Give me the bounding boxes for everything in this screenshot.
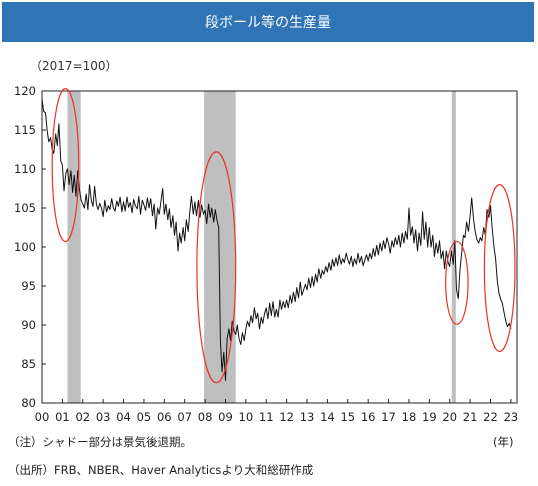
y-tick-label: 85	[21, 357, 36, 371]
x-tick-label: 13	[300, 410, 315, 424]
y-axis-unit: （2017=100）	[30, 59, 118, 73]
x-tick-label: 00	[35, 410, 50, 424]
x-tick-label: 18	[402, 410, 417, 424]
y-tick-label: 100	[14, 240, 36, 254]
highlight-ellipse-1	[51, 88, 80, 243]
recession-band-3	[451, 91, 456, 403]
x-tick-label: 07	[177, 410, 192, 424]
y-axis-ticks: 80 85 90 95 100 105 110 115 120	[14, 84, 46, 410]
y-tick-label: 105	[14, 201, 36, 215]
highlight-ellipses-layer	[51, 88, 516, 384]
series-line-production	[41, 98, 512, 381]
recession-band-1	[67, 91, 81, 403]
y-tick-label: 115	[14, 123, 36, 137]
x-tick-label: 06	[157, 410, 172, 424]
x-tick-label: 02	[75, 410, 90, 424]
y-tick-label: 120	[14, 84, 36, 98]
recession-band-2	[204, 91, 236, 403]
x-tick-label: 09	[218, 410, 233, 424]
y-tick-label: 90	[21, 318, 36, 332]
x-tick-label: 21	[463, 410, 478, 424]
x-tick-label: 10	[239, 410, 254, 424]
x-tick-label: 01	[55, 410, 70, 424]
x-tick-label: 12	[279, 410, 294, 424]
x-tick-label: 23	[504, 410, 519, 424]
y-tick-label: 110	[14, 162, 36, 176]
x-tick-label: 05	[137, 410, 152, 424]
x-tick-label: 15	[340, 410, 355, 424]
y-tick-label: 95	[21, 279, 36, 293]
x-tick-label: 16	[361, 410, 376, 424]
x-tick-label: 03	[96, 410, 111, 424]
shade-footnote: （注）シャドー部分は景気後退期。	[8, 435, 192, 449]
x-tick-label: 14	[320, 410, 335, 424]
x-tick-label: 08	[198, 410, 213, 424]
x-tick-label: 20	[442, 410, 457, 424]
source-footnote: （出所）FRB、NBER、Haver Analyticsより大和総研作成	[8, 463, 314, 477]
x-tick-label: 22	[483, 410, 498, 424]
x-axis-ticks: 00 01 02 03 04 05 06 07 08 09 10 11 12 13 14 15 16 17 18 19…	[35, 399, 519, 424]
chart-title-bar: 段ボール等の生産量	[2, 2, 534, 42]
recession-shading-layer	[67, 91, 456, 403]
highlight-ellipse-2	[196, 151, 237, 384]
x-tick-label: 04	[116, 410, 131, 424]
x-axis-unit: (年)	[493, 435, 514, 449]
x-tick-label: 11	[259, 410, 274, 424]
highlight-ellipse-4	[483, 184, 516, 353]
x-tick-label: 17	[381, 410, 396, 424]
chart-title: 段ボール等の生産量	[205, 15, 331, 31]
highlight-ellipse-3	[445, 240, 469, 325]
x-tick-label: 19	[422, 410, 437, 424]
y-tick-label: 80	[21, 396, 36, 410]
plot-area-frame	[41, 90, 518, 404]
